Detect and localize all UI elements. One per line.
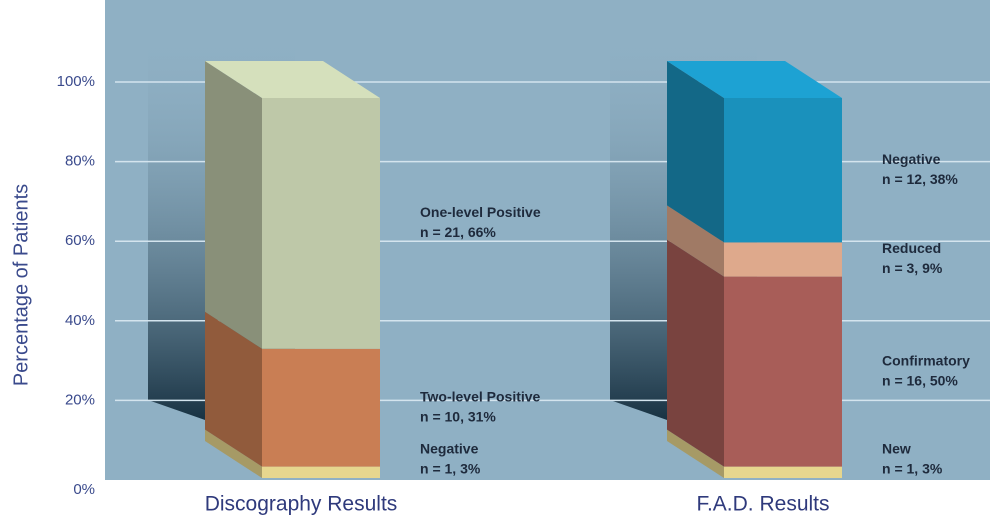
segment-name: New: [882, 441, 911, 457]
bar-side: [667, 239, 724, 467]
x-tick-label: F.A.D. Results: [696, 493, 829, 516]
segment-value-label: n = 3, 9%: [882, 260, 943, 276]
y-axis-label: Percentage of Patients: [10, 184, 32, 386]
bar-segment: [262, 98, 380, 349]
segment-value-label: n = 10, 31%: [420, 408, 496, 424]
y-tick-label: 80%: [65, 153, 95, 170]
bar-segment: [262, 466, 380, 478]
segment-name: Negative: [882, 151, 941, 167]
segment-value-label: n = 1, 3%: [420, 461, 481, 477]
y-tick-label: 60%: [65, 232, 95, 249]
y-tick-label: 40%: [65, 312, 95, 329]
bar-segment: [724, 276, 842, 467]
bar-segment: [724, 466, 842, 478]
segment-value-label: n = 12, 38%: [882, 171, 958, 187]
x-tick-label: Discography Results: [205, 493, 398, 516]
bar-side: [205, 429, 262, 478]
y-tick-label: 20%: [65, 391, 95, 408]
segment-value-label: n = 16, 50%: [882, 372, 958, 388]
bar-top: [667, 61, 842, 98]
bar-side: [667, 429, 724, 478]
segment-value-label: n = 21, 66%: [420, 224, 496, 240]
segment-name: One-level Positive: [420, 204, 541, 220]
bar-segment: [724, 98, 842, 243]
segment-name: Confirmatory: [882, 352, 970, 368]
segment-name: Reduced: [882, 240, 941, 256]
segment-name: Negative: [420, 441, 479, 457]
bar-segment: [724, 242, 842, 277]
y-tick-label: 0%: [73, 481, 95, 498]
segment-value-label: n = 1, 3%: [882, 461, 943, 477]
bar-side: [205, 61, 262, 349]
bar-segment: [262, 348, 380, 467]
bar-side: [667, 205, 724, 277]
bar-top: [205, 61, 380, 98]
y-tick-label: 100%: [57, 73, 95, 90]
bar-side: [205, 311, 262, 467]
bar-side: [667, 61, 724, 243]
segment-name: Two-level Positive: [420, 388, 541, 404]
